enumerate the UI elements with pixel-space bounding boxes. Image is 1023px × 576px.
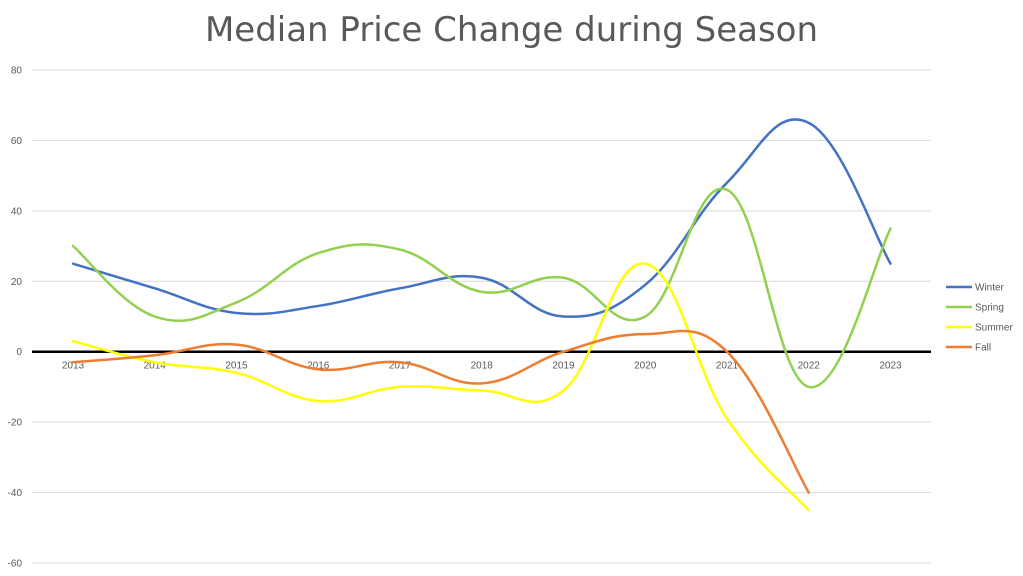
x-tick-label: 2022 <box>798 361 821 372</box>
x-tick-label: 2016 <box>307 361 330 372</box>
legend: Winter Spring Summer Fall <box>946 283 1013 354</box>
y-tick-label: -40 <box>8 488 23 499</box>
gridlines <box>32 69 931 564</box>
x-tick-label: 2014 <box>144 361 167 372</box>
x-tick-label: 2019 <box>552 361 575 372</box>
x-tick-label: 2018 <box>471 361 494 372</box>
legend-label-spring: Spring <box>975 303 1004 314</box>
series-line-spring <box>71 187 892 389</box>
x-tick-label: 2015 <box>225 361 248 372</box>
legend-label-winter: Winter <box>975 283 1005 294</box>
y-tick-label: 0 <box>16 347 22 358</box>
y-tick-label: 60 <box>11 136 23 147</box>
series-lines <box>71 118 892 512</box>
x-axis-ticks: 2013 2014 2015 2016 2017 2018 2019 2020 2021 2022… <box>62 361 902 372</box>
legend-label-summer: Summer <box>975 323 1013 334</box>
y-tick-label: 80 <box>11 66 23 77</box>
y-tick-label: -20 <box>8 418 23 429</box>
x-tick-label: 2013 <box>62 361 85 372</box>
y-tick-label: -60 <box>8 559 23 570</box>
series-line-summer <box>71 262 810 512</box>
x-tick-label: 2021 <box>716 361 739 372</box>
x-tick-label: 2017 <box>389 361 412 372</box>
series-line-fall <box>71 329 810 494</box>
y-tick-label: 40 <box>11 206 23 217</box>
x-tick-label: 2020 <box>634 361 657 372</box>
y-tick-label: 20 <box>11 277 23 288</box>
chart-title: Median Price Change during Season <box>204 10 819 50</box>
legend-label-fall: Fall <box>975 343 991 354</box>
y-axis-ticks: -60 -40 -20 0 20 40 60 80 <box>8 66 23 570</box>
x-tick-label: 2023 <box>879 361 902 372</box>
